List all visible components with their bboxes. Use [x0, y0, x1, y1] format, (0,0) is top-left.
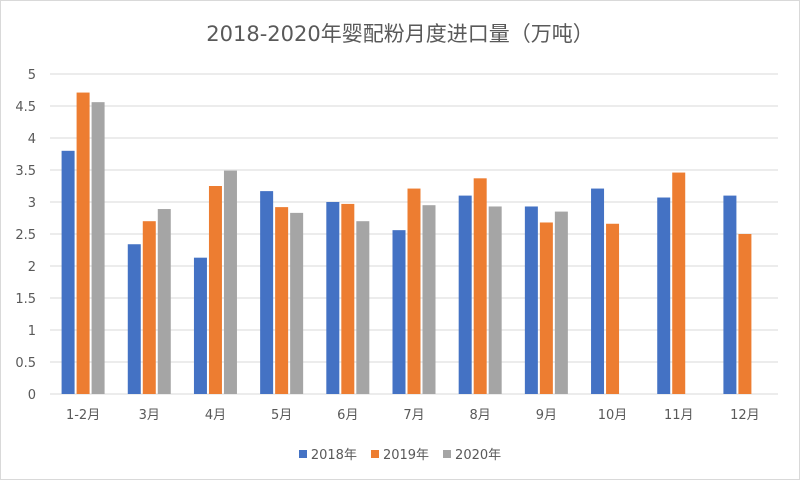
x-tick-label: 12月 [730, 408, 760, 423]
bar-2019年 [473, 178, 487, 394]
y-tick-label: 1 [28, 324, 36, 339]
bar-2019年 [539, 222, 553, 394]
legend-item: 2020年 [443, 444, 501, 463]
bar-2018年 [326, 202, 340, 394]
y-tick-label: 3.5 [15, 164, 36, 179]
legend-swatch [443, 449, 452, 458]
x-tick-label: 10月 [598, 408, 628, 423]
bar-2018年 [392, 230, 406, 394]
bar-2018年 [61, 150, 75, 394]
y-tick-label: 5 [28, 68, 36, 83]
bar-2020年 [554, 211, 568, 394]
y-tick-label: 1.5 [15, 292, 36, 307]
x-tick-label: 8月 [470, 408, 491, 423]
x-tick-label: 7月 [403, 408, 424, 423]
y-tick-label: 4 [28, 132, 36, 147]
bar-2020年 [91, 102, 105, 394]
legend-item: 2019年 [370, 444, 430, 463]
x-tick-label: 9月 [536, 408, 557, 423]
x-tick-label: 11月 [664, 408, 694, 423]
y-tick-label: 0 [28, 388, 36, 403]
x-tick-label: 6月 [337, 408, 358, 423]
bar-2018年 [458, 195, 472, 394]
bar-2018年 [193, 257, 207, 394]
bar-2019年 [341, 203, 355, 394]
legend-label: 2018年 [310, 448, 357, 463]
x-tick-label: 4月 [205, 408, 226, 423]
bar-2020年 [157, 209, 171, 394]
x-tick-label: 5月 [271, 408, 292, 423]
bar-2018年 [524, 206, 538, 394]
bar-2018年 [260, 191, 274, 394]
bar-2020年 [488, 206, 502, 394]
chart-title: 2018-2020年婴配粉月度进口量（万吨） [206, 22, 594, 46]
bar-2020年 [356, 221, 370, 394]
bar-2019年 [738, 234, 752, 394]
legend-swatch [370, 449, 379, 458]
y-tick-label: 3 [28, 196, 36, 211]
bar-2019年 [208, 186, 222, 394]
bar-2019年 [142, 221, 156, 394]
bar-2018年 [723, 195, 737, 394]
bar-2018年 [127, 244, 141, 394]
bar-2020年 [223, 170, 237, 394]
bar-2019年 [407, 188, 421, 394]
legend-label: 2020年 [455, 448, 502, 463]
bar-2020年 [290, 212, 304, 394]
bar-2019年 [275, 207, 289, 394]
legend-label: 2019年 [382, 448, 430, 463]
bar-2019年 [672, 172, 686, 394]
x-tick-label: 3月 [139, 408, 160, 423]
y-tick-label: 0.5 [15, 356, 36, 371]
legend-item: 2018年 [298, 444, 357, 463]
legend: 2018年 2019年 2020年 [0, 444, 800, 463]
bar-2019年 [606, 223, 620, 394]
y-tick-label: 2.5 [15, 228, 36, 243]
y-tick-label: 2 [28, 260, 36, 275]
y-tick-label: 4.5 [15, 100, 36, 115]
bar-2018年 [657, 197, 671, 394]
legend-swatch [298, 449, 307, 458]
bar-2018年 [591, 188, 605, 394]
bar-2020年 [422, 205, 436, 394]
bar-2019年 [76, 92, 90, 394]
x-tick-label: 1-2月 [66, 408, 100, 423]
